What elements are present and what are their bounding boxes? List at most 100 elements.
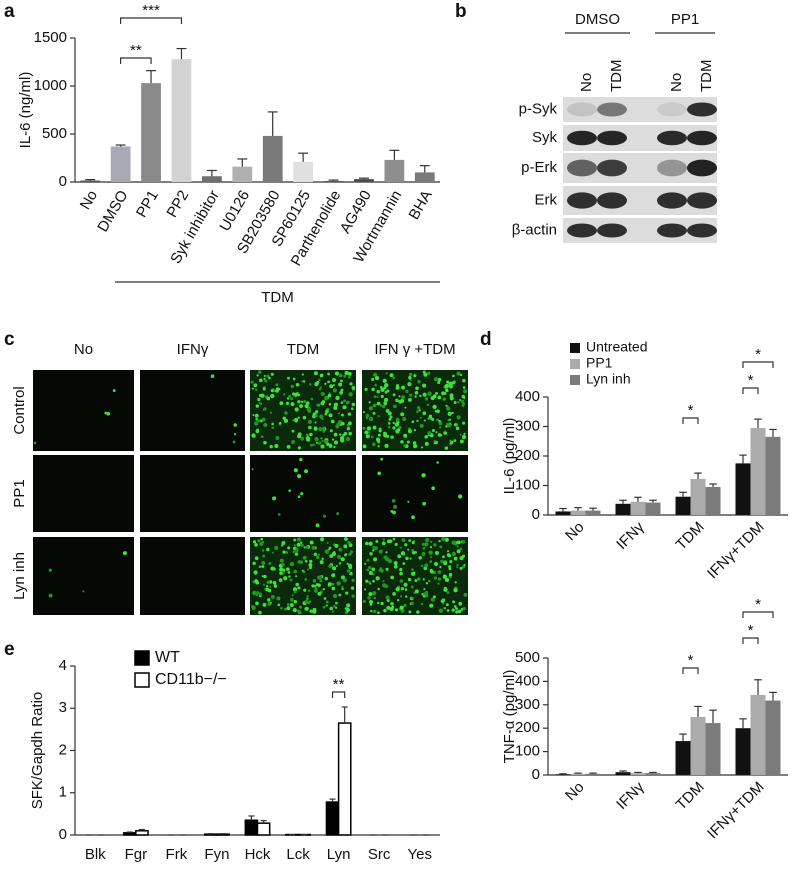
cell [305, 545, 309, 549]
cell [368, 565, 372, 570]
cell [395, 384, 400, 388]
x-tick-label: TDM [673, 779, 708, 814]
cell [395, 429, 400, 434]
cell [348, 431, 352, 436]
cell [395, 542, 398, 546]
cell [324, 382, 327, 386]
cell [283, 576, 288, 581]
cell [323, 597, 327, 600]
y-tick-label: 0 [59, 826, 67, 843]
cell [287, 571, 291, 574]
cell [389, 415, 393, 419]
cell [321, 400, 326, 404]
cell [296, 609, 300, 613]
cell [382, 378, 387, 384]
panel-label: e [4, 639, 15, 660]
cell [422, 594, 426, 598]
micrograph-row-label: PP1 [11, 479, 28, 507]
cell [393, 564, 398, 569]
bar [690, 716, 706, 775]
legend-label: Lyn inh [586, 371, 631, 387]
blot-band [597, 130, 627, 146]
cell [362, 444, 367, 449]
cell [321, 557, 324, 561]
cell [296, 392, 299, 395]
cell [378, 433, 381, 437]
cell [375, 437, 381, 442]
x-tick-label: Lyn [327, 846, 351, 863]
cell [456, 564, 459, 567]
cell [424, 441, 429, 446]
cell [362, 411, 366, 414]
cell [266, 580, 271, 584]
cell [453, 401, 457, 404]
cell [369, 552, 373, 556]
cell [346, 603, 351, 608]
cell [314, 414, 318, 418]
cell [453, 439, 457, 442]
x-tick-label: IFNγ+TDM [704, 779, 768, 843]
cell [383, 401, 388, 406]
significance-label: * [688, 652, 694, 669]
cell [350, 407, 354, 411]
bar [705, 723, 721, 775]
legend-label: Untreated [586, 339, 647, 355]
micrograph-bg [140, 537, 245, 615]
cell [435, 551, 439, 555]
cell [417, 379, 421, 384]
cell [423, 419, 426, 422]
cell [421, 551, 426, 556]
bar [645, 773, 661, 775]
cell [462, 386, 466, 389]
cell [259, 378, 262, 381]
blot-band [657, 102, 687, 117]
bar [615, 772, 631, 775]
micrograph [140, 370, 245, 451]
cell [423, 592, 427, 596]
cell [340, 401, 344, 404]
y-tick-label: 500 [42, 125, 67, 142]
cell [308, 600, 312, 603]
cell [364, 541, 369, 546]
cell [292, 587, 298, 592]
cell [441, 391, 446, 396]
cell [393, 561, 398, 566]
cell [446, 390, 449, 393]
legend-swatch [570, 343, 580, 353]
bar [735, 463, 751, 515]
cell [304, 599, 309, 604]
cell [306, 595, 309, 598]
cell [264, 587, 267, 591]
cell [391, 605, 395, 609]
cell [311, 545, 316, 550]
cell [256, 428, 260, 432]
cell [330, 419, 335, 424]
cell [435, 431, 438, 434]
bar [201, 176, 222, 182]
cell [410, 568, 414, 571]
cell [250, 380, 254, 384]
cell [408, 610, 412, 614]
cell [319, 386, 322, 389]
cell [294, 407, 299, 412]
cell [401, 538, 406, 543]
cell [414, 579, 418, 583]
significance-label: ** [130, 42, 142, 59]
cell [368, 591, 373, 597]
cell [456, 549, 461, 554]
blot-band [687, 130, 717, 146]
cell [395, 587, 400, 592]
cell [279, 421, 282, 425]
micrograph [33, 370, 134, 451]
y-tick-label: 2 [59, 741, 67, 758]
cell [291, 439, 295, 444]
legend-label: PP1 [586, 355, 613, 371]
bar [765, 436, 781, 515]
cell [382, 538, 385, 541]
cell [33, 441, 37, 445]
y-axis-label: TNF-α (pg/ml) [501, 670, 518, 764]
cell [297, 586, 301, 590]
cell [452, 600, 456, 604]
blot-row-label: p-Erk [521, 159, 557, 176]
cell [326, 541, 329, 544]
